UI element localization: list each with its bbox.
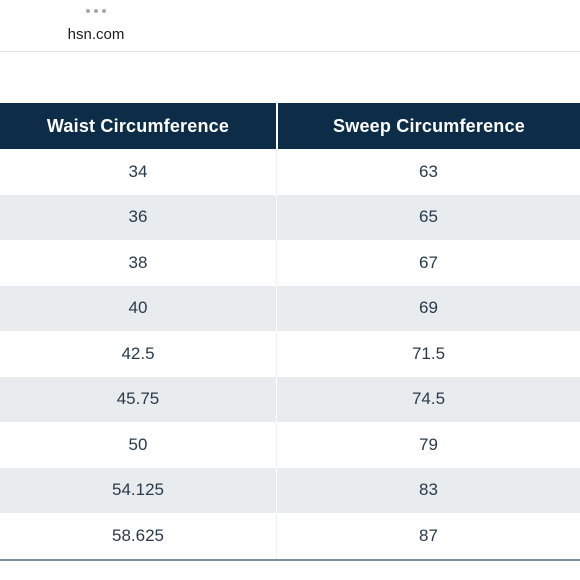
- waist-cell: 50: [128, 434, 148, 454]
- dot: [94, 9, 98, 13]
- table-body: 34 63 36 65 38 67 40 69 42.5 71.5 45.75 74.5 50 79 54.…: [0, 149, 580, 559]
- sweep-cell: 74.5: [276, 376, 580, 422]
- waist-cell: 58.625: [112, 525, 164, 545]
- more-horizontal-icon[interactable]: [84, 4, 108, 18]
- sweep-cell: 87: [276, 513, 580, 559]
- waist-cell: 54.125: [112, 480, 164, 500]
- sweep-cell: 69: [276, 285, 580, 331]
- table-row: 45.75 74.5: [0, 376, 580, 422]
- dot: [102, 9, 106, 13]
- table-row: 38 67: [0, 240, 580, 286]
- waist-cell: 45.75: [116, 389, 160, 409]
- size-chart-table: Waist Circumference Sweep Circumference …: [0, 103, 580, 561]
- sweep-cell: 63: [276, 149, 580, 195]
- table-row: 40 69: [0, 285, 580, 331]
- dot: [86, 9, 90, 13]
- waist-cell: 38: [128, 252, 148, 272]
- table-row: 50 79: [0, 422, 580, 468]
- waist-cell: 34: [128, 161, 148, 181]
- waist-cell: 36: [128, 207, 148, 227]
- sweep-cell: 71.5: [276, 331, 580, 377]
- sweep-cell: 79: [276, 422, 580, 468]
- table-bottom-border: [0, 558, 580, 561]
- header-sweep-circumference: Sweep Circumference: [276, 103, 580, 149]
- table-row: 58.625 87: [0, 513, 580, 559]
- sweep-cell: 65: [276, 194, 580, 240]
- waist-cell: 42.5: [121, 343, 155, 363]
- table-row: 54.125 83: [0, 467, 580, 513]
- browser-top-bar: hsn.com: [0, 0, 580, 52]
- table-row: 42.5 71.5: [0, 331, 580, 377]
- header-waist-circumference: Waist Circumference: [46, 115, 230, 136]
- table-row: 36 65: [0, 194, 580, 240]
- site-domain[interactable]: hsn.com: [67, 26, 125, 43]
- table-header-row: Waist Circumference Sweep Circumference: [0, 103, 580, 149]
- table-row: 34 63: [0, 149, 580, 195]
- sweep-cell: 67: [276, 240, 580, 286]
- sweep-cell: 83: [276, 467, 580, 513]
- waist-cell: 40: [128, 298, 148, 318]
